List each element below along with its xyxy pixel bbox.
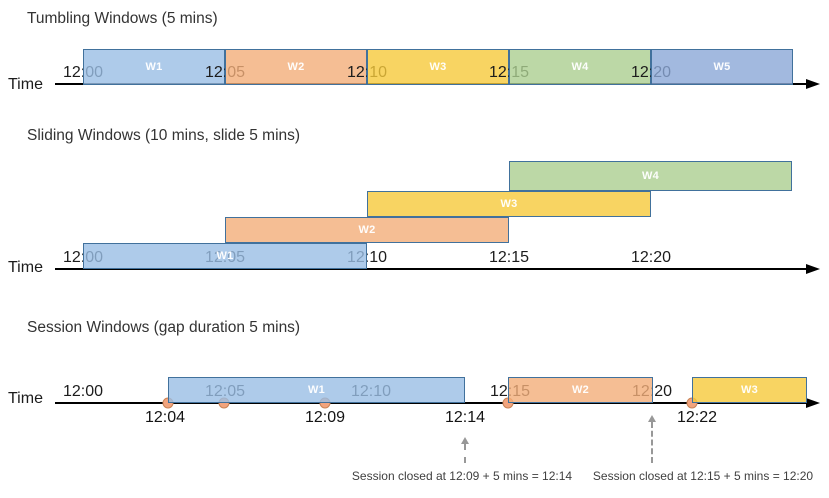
tumbling-window-bar-w4: W4: [509, 49, 651, 85]
tumbling-window-label-w2: W2: [287, 61, 305, 73]
session-event-time-label: 12:14: [444, 409, 486, 426]
session-window-bar-w3: W3: [692, 377, 807, 403]
tumbling-time-axis-label: Time: [8, 76, 43, 93]
session-dashed-up-arrow-icon-1: [460, 437, 470, 463]
sliding-time-axis-label: Time: [8, 259, 43, 276]
tumbling-windows-title: Tumbling Windows (5 mins): [27, 10, 218, 27]
session-dashed-arrow-tip: [648, 415, 656, 422]
sliding-window-bar-w4: W4: [509, 161, 792, 191]
sliding-window-label-w1: W1: [216, 250, 234, 262]
tumbling-axis-arrowhead-icon: [806, 79, 820, 89]
sliding-window-bar-w3: W3: [367, 191, 651, 217]
session-axis-arrowhead-icon: [806, 398, 820, 408]
tumbling-window-label-w5: W5: [713, 61, 731, 73]
sliding-timeline-axis: [55, 268, 806, 270]
tumbling-window-label-w4: W4: [571, 61, 589, 73]
session-dashed-arrow-tip: [461, 437, 469, 444]
sliding-tick-label: 12:20: [630, 249, 672, 266]
session-tick-label: 12:00: [62, 383, 104, 400]
session-dashed-arrow-line: [464, 444, 466, 463]
tumbling-window-bar-w3: W3: [367, 49, 509, 85]
session-dashed-arrow-line: [651, 422, 653, 463]
sliding-window-label-w4: W4: [641, 170, 660, 182]
session-window-label-w1: W1: [307, 384, 326, 396]
session-event-time-label: 12:22: [676, 409, 718, 426]
sliding-window-bar-w2: W2: [225, 217, 509, 243]
session-event-time-label: 12:09: [304, 409, 346, 426]
sliding-window-label-w3: W3: [500, 198, 518, 210]
tumbling-window-label-w3: W3: [429, 61, 447, 73]
sliding-window-label-w2: W2: [358, 224, 376, 236]
session-event-time-label: 12:04: [144, 409, 186, 426]
session-closed-annotation-1: Session closed at 12:09 + 5 mins = 12:14: [351, 469, 573, 483]
session-window-bar-w1: W1: [168, 377, 465, 403]
session-timeline-axis: [55, 402, 806, 404]
sliding-windows-title: Sliding Windows (10 mins, slide 5 mins): [27, 127, 301, 144]
session-window-bar-w2: W2: [508, 377, 653, 403]
tumbling-window-bar-w1: W1: [83, 49, 225, 85]
session-windows-title: Session Windows (gap duration 5 mins): [27, 319, 301, 336]
session-window-label-w2: W2: [571, 384, 590, 396]
sliding-axis-arrowhead-icon: [806, 264, 820, 274]
tumbling-window-bar-w2: W2: [225, 49, 367, 85]
tumbling-window-label-w1: W1: [145, 61, 163, 73]
session-window-label-w3: W3: [740, 384, 759, 396]
tumbling-window-bar-w5: W5: [651, 49, 793, 85]
session-time-axis-label: Time: [8, 390, 43, 407]
sliding-tick-label: 12:15: [488, 249, 530, 266]
sliding-window-bar-w1: W1: [83, 243, 367, 269]
session-closed-annotation-2: Session closed at 12:15 + 5 mins = 12:20: [592, 469, 814, 483]
session-dashed-up-arrow-icon-2: [647, 415, 657, 463]
